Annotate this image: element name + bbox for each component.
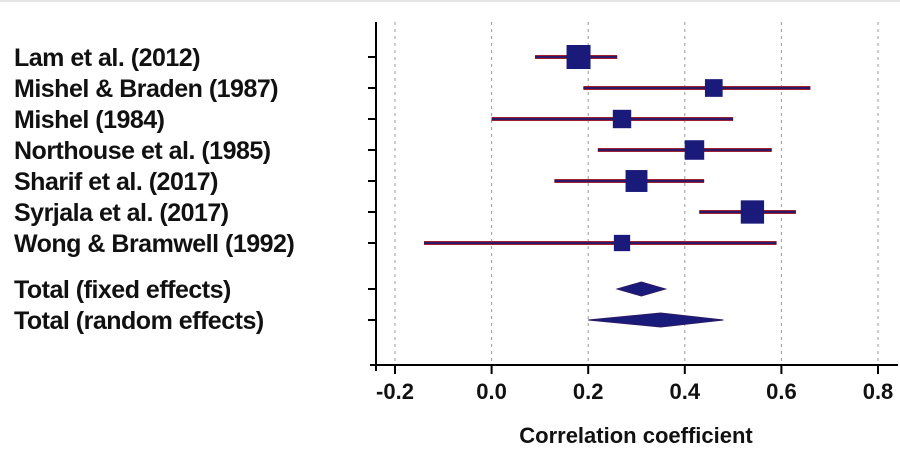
x-axis-title: Correlation coefficient bbox=[519, 423, 753, 448]
x-tick-label: 0.0 bbox=[476, 379, 507, 404]
study-marker bbox=[566, 45, 591, 69]
x-tick-label: 0.8 bbox=[863, 379, 894, 404]
study-label: Northouse et al. (1985) bbox=[14, 137, 271, 165]
study-marks bbox=[423, 45, 811, 328]
grid-lines bbox=[394, 22, 879, 365]
x-tick-label: 0.6 bbox=[766, 379, 797, 404]
total-diamond bbox=[588, 312, 724, 328]
total-diamond bbox=[615, 281, 668, 297]
axes bbox=[0, 0, 900, 374]
x-tick-label: 0.4 bbox=[670, 379, 701, 404]
study-label: Wong & Bramwell (1992) bbox=[14, 230, 294, 258]
study-label: Syrjala et al. (2017) bbox=[14, 199, 229, 227]
study-marker bbox=[704, 79, 723, 97]
total-label: Total (random effects) bbox=[14, 307, 264, 335]
study-marker bbox=[625, 170, 648, 192]
study-marker bbox=[612, 109, 632, 129]
study-label: Mishel (1984) bbox=[14, 106, 165, 134]
study-marker bbox=[684, 140, 705, 160]
study-label: Lam et al. (2012) bbox=[14, 44, 200, 72]
study-label: Mishel & Braden (1987) bbox=[14, 75, 278, 103]
study-label: Sharif et al. (2017) bbox=[14, 168, 218, 196]
total-label: Total (fixed effects) bbox=[14, 276, 231, 304]
x-tick-label: 0.2 bbox=[573, 379, 604, 404]
study-marker bbox=[613, 234, 631, 252]
study-marker bbox=[740, 200, 765, 224]
x-tick-labels: -0.2 0.0 0.2 0.4 0.6 0.8 bbox=[376, 379, 893, 404]
study-labels: Lam et al. (2012) Mishel & Braden (1987) M… bbox=[14, 44, 295, 335]
x-tick-label: -0.2 bbox=[376, 379, 414, 404]
